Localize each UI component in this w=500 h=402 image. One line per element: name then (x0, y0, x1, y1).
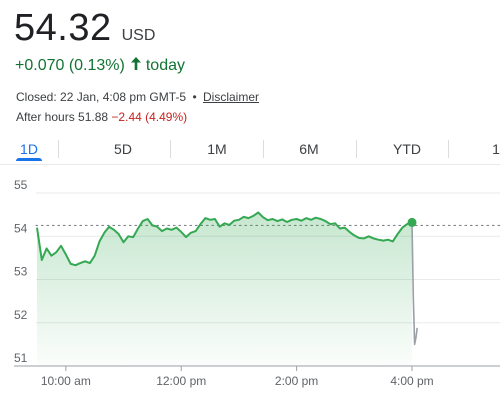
y-tick-label: 54 (14, 221, 28, 235)
last-price-dot (407, 217, 417, 227)
tab-5d[interactable]: 5D (114, 141, 132, 157)
change-row: +0.070 (0.13%) today (15, 57, 185, 75)
y-tick-label: 55 (14, 178, 28, 192)
tab-divider (170, 140, 171, 158)
tab-ytd[interactable]: YTD (393, 141, 421, 157)
closed-info: Closed: 22 Jan, 4:08 pm GMT-5 • Disclaim… (16, 90, 259, 104)
y-tick-label: 53 (14, 265, 28, 279)
after-hours-line (411, 222, 418, 346)
tab-6m[interactable]: 6M (299, 141, 319, 157)
after-hours-info: After hours 51.88 −2.44 (4.49%) (16, 110, 187, 124)
x-tick-label: 10:00 am (41, 374, 91, 388)
separator-dot: • (192, 90, 197, 104)
y-tick-label: 51 (14, 351, 28, 365)
after-hours-price: 51.88 (78, 110, 109, 124)
price-change: +0.070 (0.13%) (15, 57, 125, 74)
tab-1y-partial[interactable]: 1 (492, 141, 500, 157)
x-tick-label: 2:00 pm (275, 374, 318, 388)
stock-price: 54.32 (14, 7, 112, 49)
after-hours-change: −2.44 (4.49%) (111, 110, 188, 124)
range-tabs: 1D 5D 1M 6M YTD 1 (0, 136, 500, 164)
quote-header: 54.32 USD (14, 6, 155, 50)
tab-divider (58, 140, 59, 158)
active-tab-indicator (16, 158, 42, 161)
price-area-fill (37, 212, 412, 366)
tab-divider (263, 140, 264, 158)
disclaimer-link[interactable]: Disclaimer (202, 90, 259, 104)
arrow-up-icon (130, 57, 141, 75)
currency-label: USD (121, 27, 156, 44)
tab-divider (356, 140, 357, 158)
tab-1d[interactable]: 1D (20, 141, 38, 157)
x-tick-label: 4:00 pm (390, 374, 433, 388)
change-period: today (145, 57, 185, 74)
closed-label: Closed: 22 Jan, 4:08 pm GMT-5 (16, 90, 187, 104)
price-line (36, 211, 413, 267)
x-tick-label: 12:00 pm (156, 374, 206, 388)
y-tick-label: 52 (14, 308, 28, 322)
tab-divider (448, 140, 449, 158)
tabs-underline (0, 164, 500, 165)
after-hours-label: After hours (16, 110, 75, 124)
tab-1m[interactable]: 1M (207, 141, 227, 157)
